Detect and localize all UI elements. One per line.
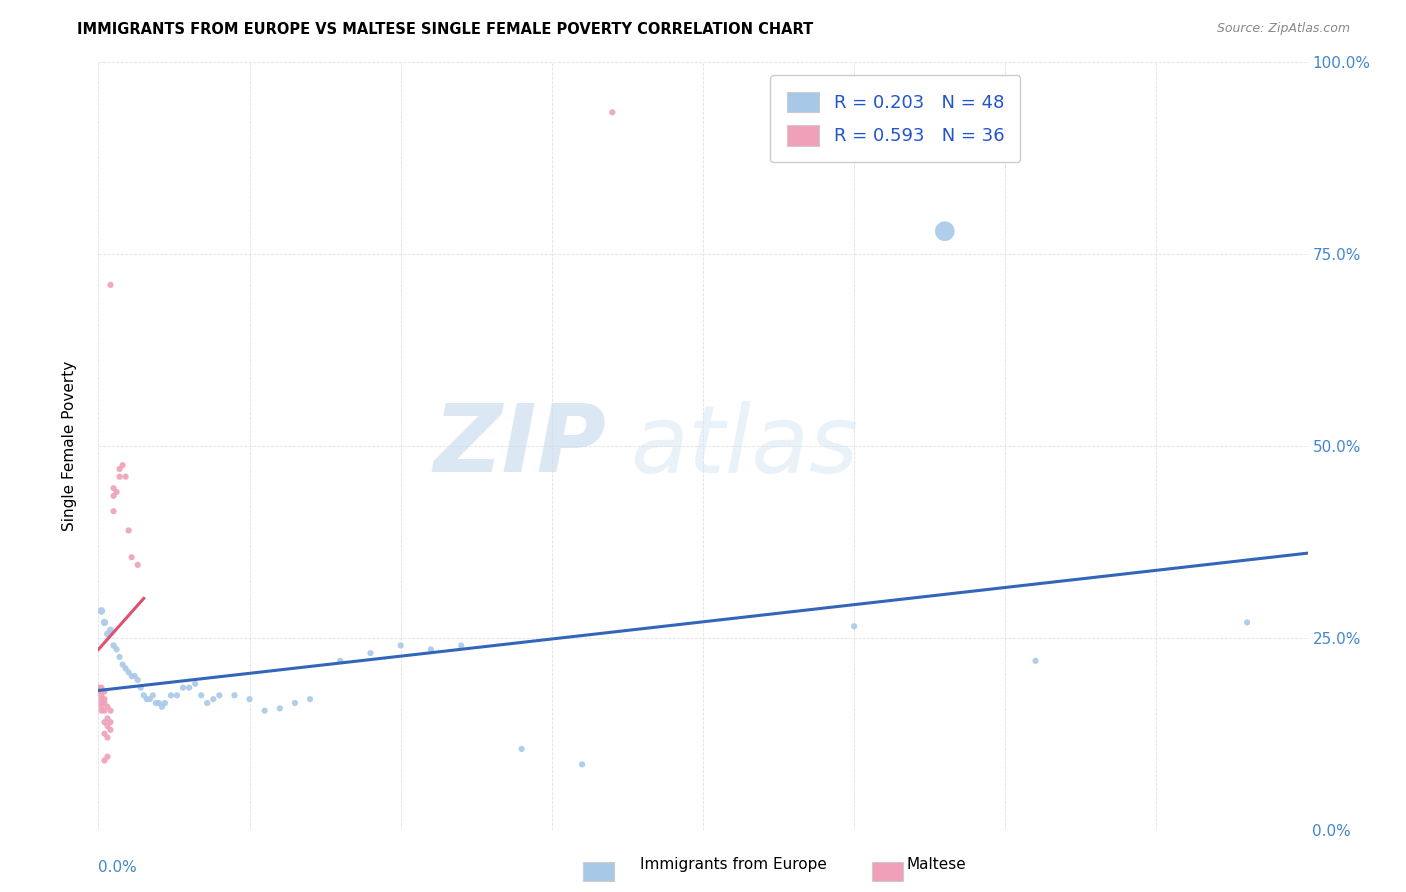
Point: [90, 681, 112, 695]
Point: [844, 619, 866, 633]
Point: [160, 689, 183, 703]
Legend: R = 0.203   N = 48, R = 0.593   N = 36: R = 0.203 N = 48, R = 0.593 N = 36: [770, 75, 1021, 162]
Point: [90, 699, 112, 714]
Point: [172, 681, 194, 695]
Point: [111, 458, 134, 473]
Point: [148, 696, 170, 710]
Point: [190, 689, 212, 703]
Text: Immigrants from Europe: Immigrants from Europe: [640, 857, 827, 872]
Point: [96, 627, 118, 641]
Text: Maltese: Maltese: [907, 857, 966, 872]
Point: [96, 731, 118, 745]
Text: 0.0%: 0.0%: [98, 860, 138, 875]
Point: [299, 692, 322, 706]
Point: [93, 754, 115, 768]
Point: [105, 642, 128, 657]
Point: [93, 692, 115, 706]
Point: [135, 692, 157, 706]
Point: [96, 719, 118, 733]
Point: [121, 669, 143, 683]
Point: [114, 661, 136, 675]
Point: [87, 681, 110, 695]
Point: [1024, 654, 1046, 668]
Point: [100, 623, 122, 637]
Point: [269, 701, 291, 715]
Text: ZIP: ZIP: [433, 400, 606, 492]
Point: [93, 684, 115, 698]
Point: [184, 677, 207, 691]
Point: [96, 749, 118, 764]
Point: [510, 742, 533, 756]
Point: [103, 481, 125, 495]
Point: [166, 689, 188, 703]
Point: [108, 649, 131, 664]
Point: [90, 692, 112, 706]
Point: [100, 723, 122, 737]
Point: [179, 681, 201, 695]
Text: Source: ZipAtlas.com: Source: ZipAtlas.com: [1216, 22, 1350, 36]
Point: [129, 681, 152, 695]
Point: [118, 665, 141, 680]
Point: [150, 699, 173, 714]
Point: [103, 504, 125, 518]
Point: [111, 657, 134, 672]
Point: [100, 704, 122, 718]
Point: [224, 689, 246, 703]
Point: [1236, 615, 1258, 630]
Text: atlas: atlas: [630, 401, 859, 491]
Point: [93, 726, 115, 740]
Point: [100, 715, 122, 730]
Point: [90, 696, 112, 710]
Point: [139, 692, 162, 706]
Point: [195, 696, 218, 710]
Point: [96, 711, 118, 725]
Point: [571, 757, 593, 772]
Point: [329, 654, 352, 668]
Point: [87, 684, 110, 698]
Point: [208, 689, 231, 703]
Point: [253, 704, 276, 718]
Point: [450, 639, 472, 653]
Point: [96, 699, 118, 714]
Point: [108, 462, 131, 476]
Point: [132, 689, 155, 703]
Point: [90, 704, 112, 718]
Point: [90, 689, 112, 703]
Point: [108, 469, 131, 483]
Point: [360, 646, 382, 660]
Point: [142, 689, 165, 703]
Point: [93, 715, 115, 730]
Point: [239, 692, 262, 706]
Point: [93, 696, 115, 710]
Point: [202, 692, 225, 706]
Point: [121, 550, 143, 565]
Y-axis label: Single Female Poverty: Single Female Poverty: [62, 361, 77, 531]
Point: [153, 696, 176, 710]
Point: [124, 669, 146, 683]
Text: IMMIGRANTS FROM EUROPE VS MALTESE SINGLE FEMALE POVERTY CORRELATION CHART: IMMIGRANTS FROM EUROPE VS MALTESE SINGLE…: [77, 22, 814, 37]
Point: [145, 696, 167, 710]
Point: [93, 704, 115, 718]
Point: [284, 696, 307, 710]
Point: [100, 277, 122, 292]
Point: [934, 224, 956, 238]
Point: [127, 673, 149, 687]
Point: [103, 639, 125, 653]
Point: [389, 639, 412, 653]
Point: [103, 489, 125, 503]
Point: [90, 604, 112, 618]
Point: [118, 524, 141, 538]
Point: [105, 485, 128, 500]
Point: [127, 558, 149, 572]
Point: [420, 642, 443, 657]
Point: [602, 105, 624, 120]
Point: [93, 615, 115, 630]
Point: [114, 469, 136, 483]
